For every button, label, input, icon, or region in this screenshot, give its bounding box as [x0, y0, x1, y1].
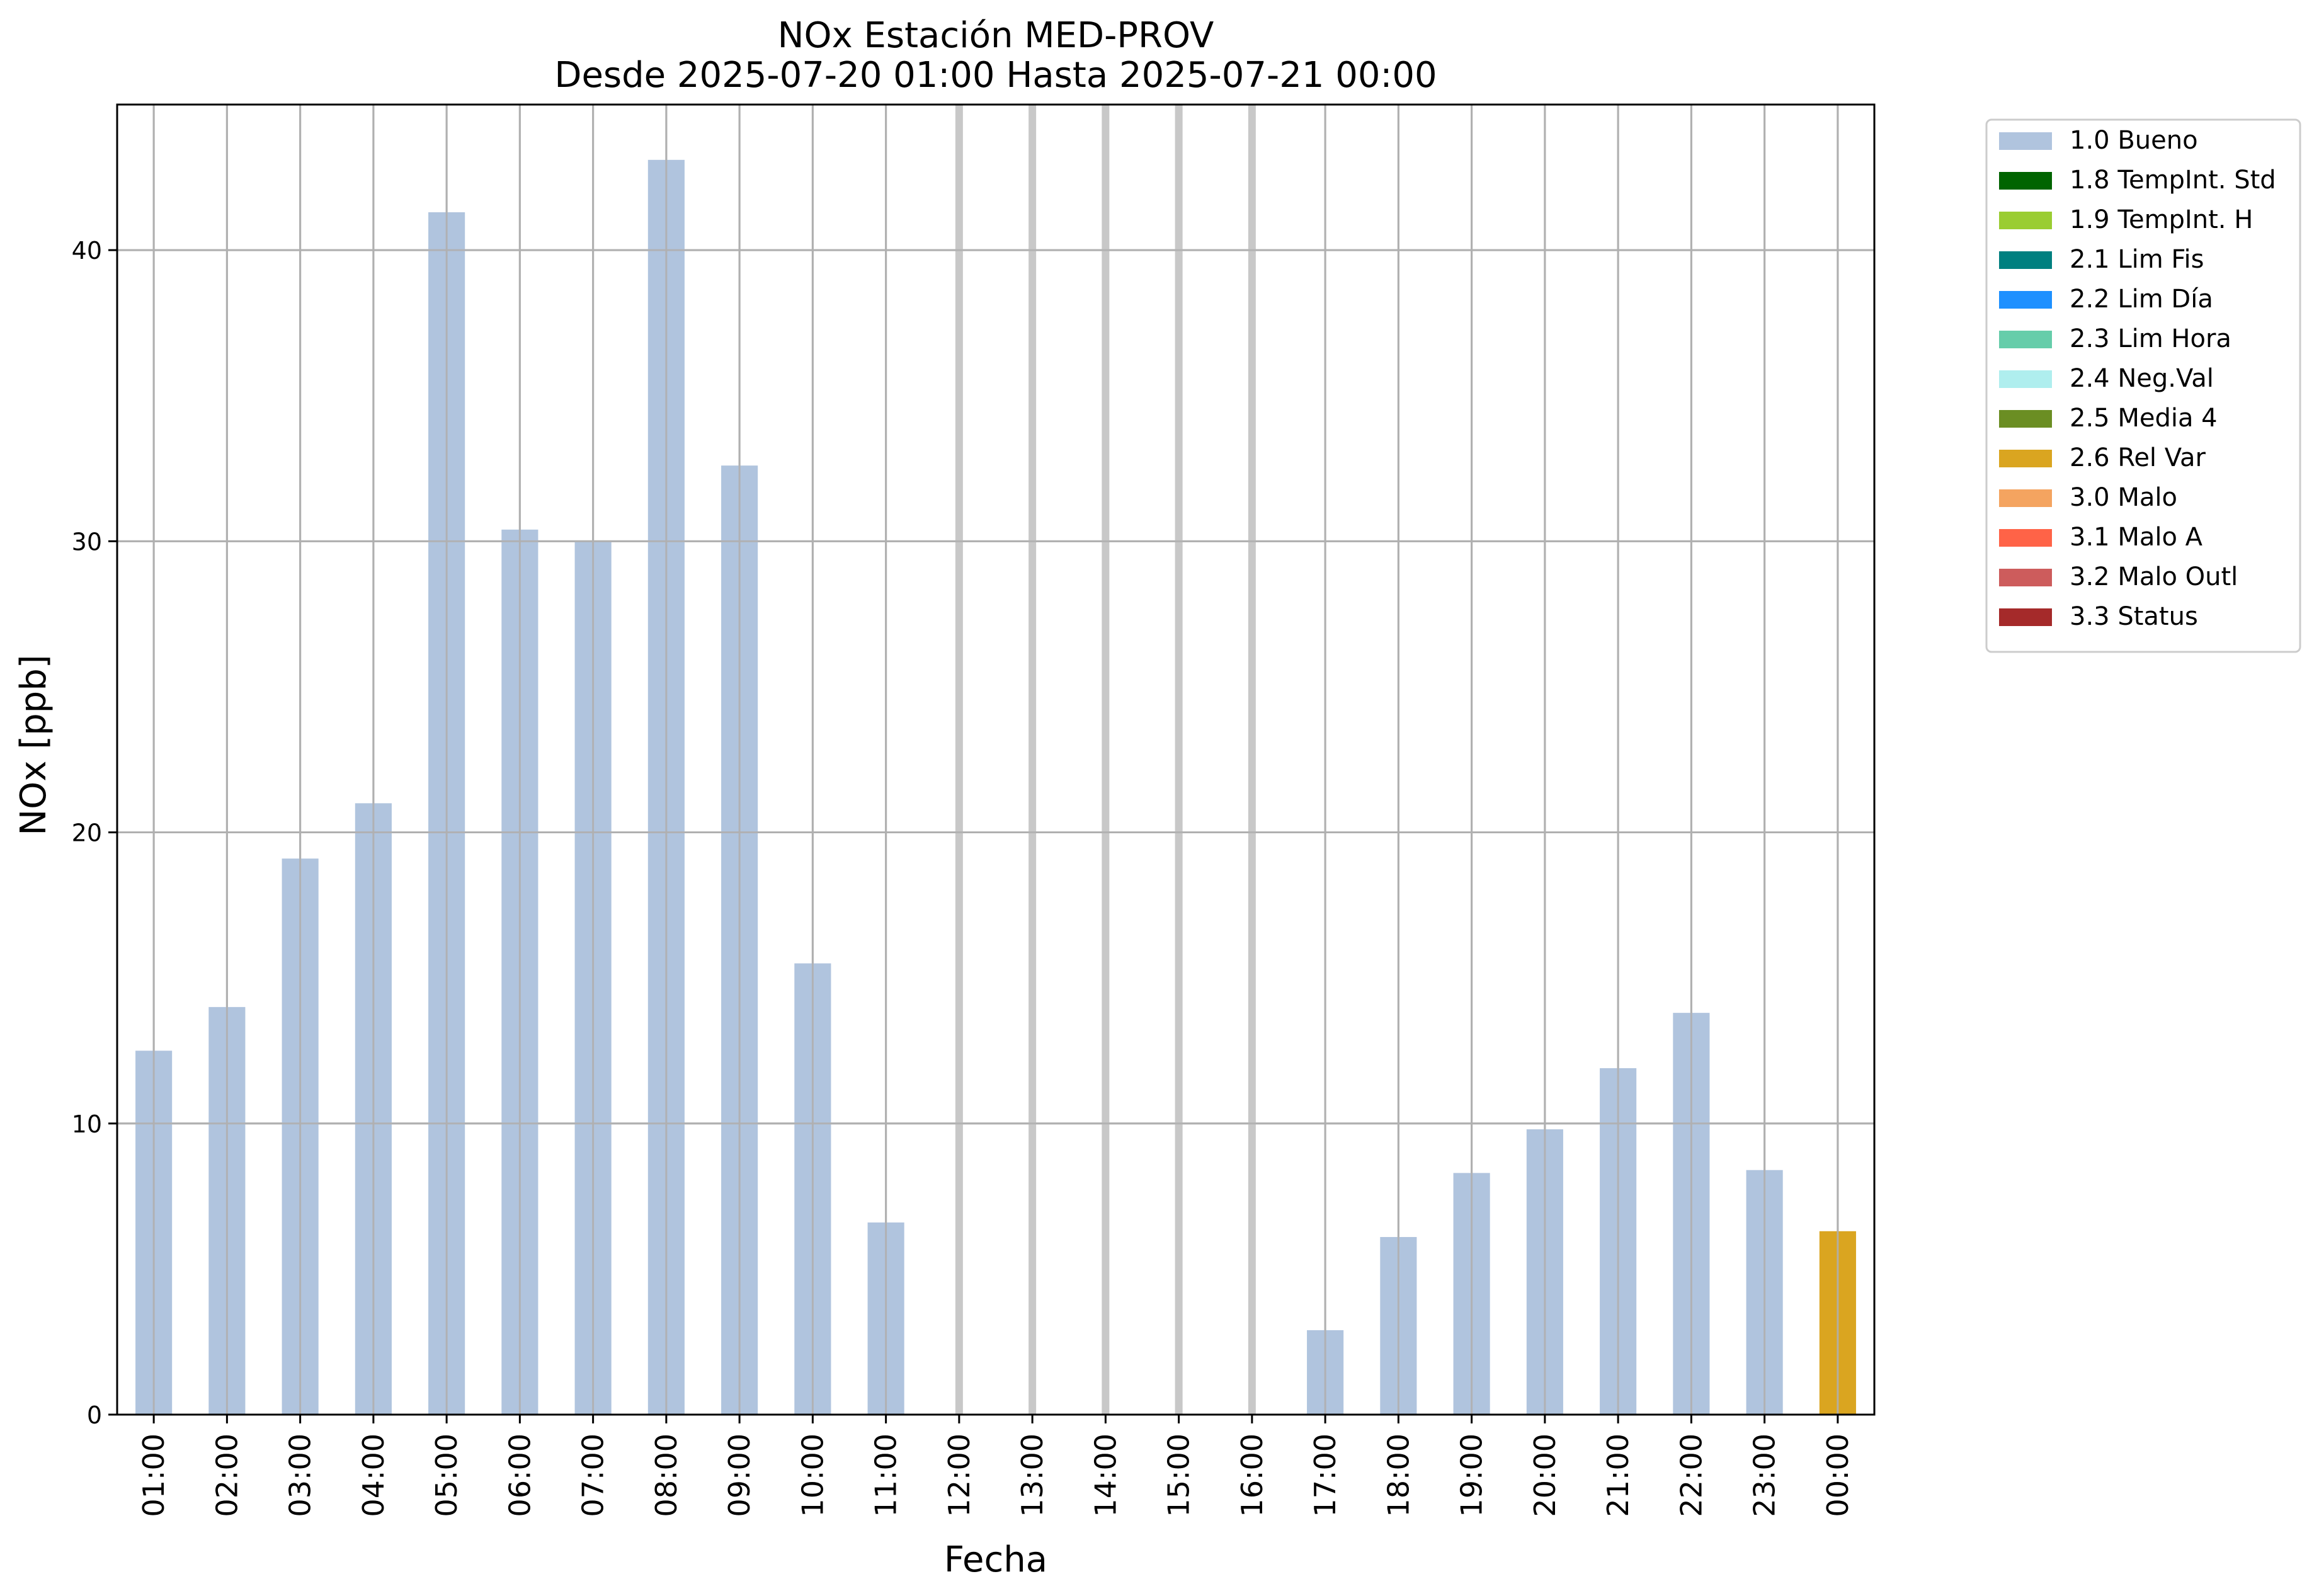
legend: 1.0 Bueno 1.8 TempInt. Std 1.9 TempInt. H 2… [1985, 118, 2301, 653]
x-axis-title: Fecha [944, 1539, 1047, 1580]
legend-label: 3.3 Status [2070, 602, 2198, 631]
chart-title: NOx Estación MED-PROV [778, 15, 1214, 56]
plot-frame [116, 103, 1876, 1416]
x-tick-label: 16:00 [1235, 1434, 1269, 1517]
legend-swatch [1999, 489, 2052, 507]
legend-swatch [1999, 608, 2052, 626]
legend-box [1985, 118, 2301, 653]
legend-swatch [1999, 212, 2052, 229]
y-tick-label: 40 [72, 237, 102, 265]
legend-label: 2.4 Neg.Val [2070, 364, 2214, 393]
legend-label: 2.3 Lim Hora [2070, 324, 2231, 353]
x-tick-label: 00:00 [1821, 1434, 1855, 1517]
x-tick-label: 23:00 [1748, 1434, 1782, 1517]
chart-subtitle: Desde 2025-07-20 01:00 Hasta 2025-07-21 … [554, 55, 1437, 96]
x-tick-label: 18:00 [1381, 1434, 1415, 1517]
legend-label: 1.8 TempInt. Std [2070, 166, 2276, 195]
y-tick-label: 20 [72, 819, 102, 847]
x-tick-label: 08:00 [649, 1434, 683, 1517]
x-tick-label: 09:00 [722, 1434, 756, 1517]
bar-series [117, 105, 1874, 1416]
x-tick-label: 12:00 [942, 1434, 976, 1517]
x-tick-label: 10:00 [795, 1434, 829, 1517]
axes: 0 10 20 30 40 01:00 02:00 03:00 04:00 05:00 06:00 0… [72, 103, 1876, 1517]
x-tick-label: 13:00 [1015, 1434, 1049, 1517]
legend-label: 1.9 TempInt. H [2070, 205, 2253, 234]
legend-swatch [1999, 172, 2052, 190]
legend-swatch [1999, 291, 2052, 309]
legend-label: 1.0 Bueno [2070, 126, 2198, 155]
legend-swatch [1999, 569, 2052, 586]
x-tick-label: 01:00 [137, 1434, 171, 1517]
legend-swatch [1999, 370, 2052, 388]
legend-label: 2.6 Rel Var [2070, 443, 2206, 472]
x-tick-label: 03:00 [283, 1434, 317, 1517]
x-tick-label: 17:00 [1308, 1434, 1342, 1517]
legend-label: 3.2 Malo Outl [2070, 562, 2238, 591]
legend-label: 3.0 Malo [2070, 483, 2177, 512]
legend-swatch [1999, 529, 2052, 547]
legend-label: 3.1 Malo A [2070, 523, 2203, 552]
x-tick-label: 07:00 [576, 1434, 610, 1517]
legend-swatch [1999, 132, 2052, 150]
y-tick-label: 10 [72, 1110, 102, 1138]
x-tick-label: 14:00 [1088, 1434, 1122, 1517]
legend-label: 2.5 Media 4 [2070, 404, 2218, 433]
x-tick-label: 11:00 [869, 1434, 903, 1517]
y-tick-label: 0 [87, 1401, 102, 1429]
x-tick-label: 22:00 [1674, 1434, 1708, 1517]
x-tick-label: 05:00 [430, 1434, 464, 1517]
y-tick-label: 30 [72, 528, 102, 556]
legend-swatch [1999, 450, 2052, 467]
x-tick-label: 04:00 [356, 1434, 390, 1517]
y-axis-title: NOx [ppb] [13, 654, 54, 835]
legend-label: 2.1 Lim Fis [2070, 245, 2204, 274]
legend-label: 2.2 Lim Día [2070, 285, 2213, 314]
legend-swatch [1999, 331, 2052, 348]
x-tick-label: 19:00 [1455, 1434, 1489, 1517]
x-tick-label: 21:00 [1601, 1434, 1635, 1517]
x-tick-label: 15:00 [1162, 1434, 1196, 1517]
legend-swatch [1999, 251, 2052, 269]
legend-swatch [1999, 410, 2052, 428]
x-tick-label: 20:00 [1528, 1434, 1562, 1517]
x-tick-label: 06:00 [503, 1434, 537, 1517]
x-tick-label: 02:00 [210, 1434, 244, 1517]
